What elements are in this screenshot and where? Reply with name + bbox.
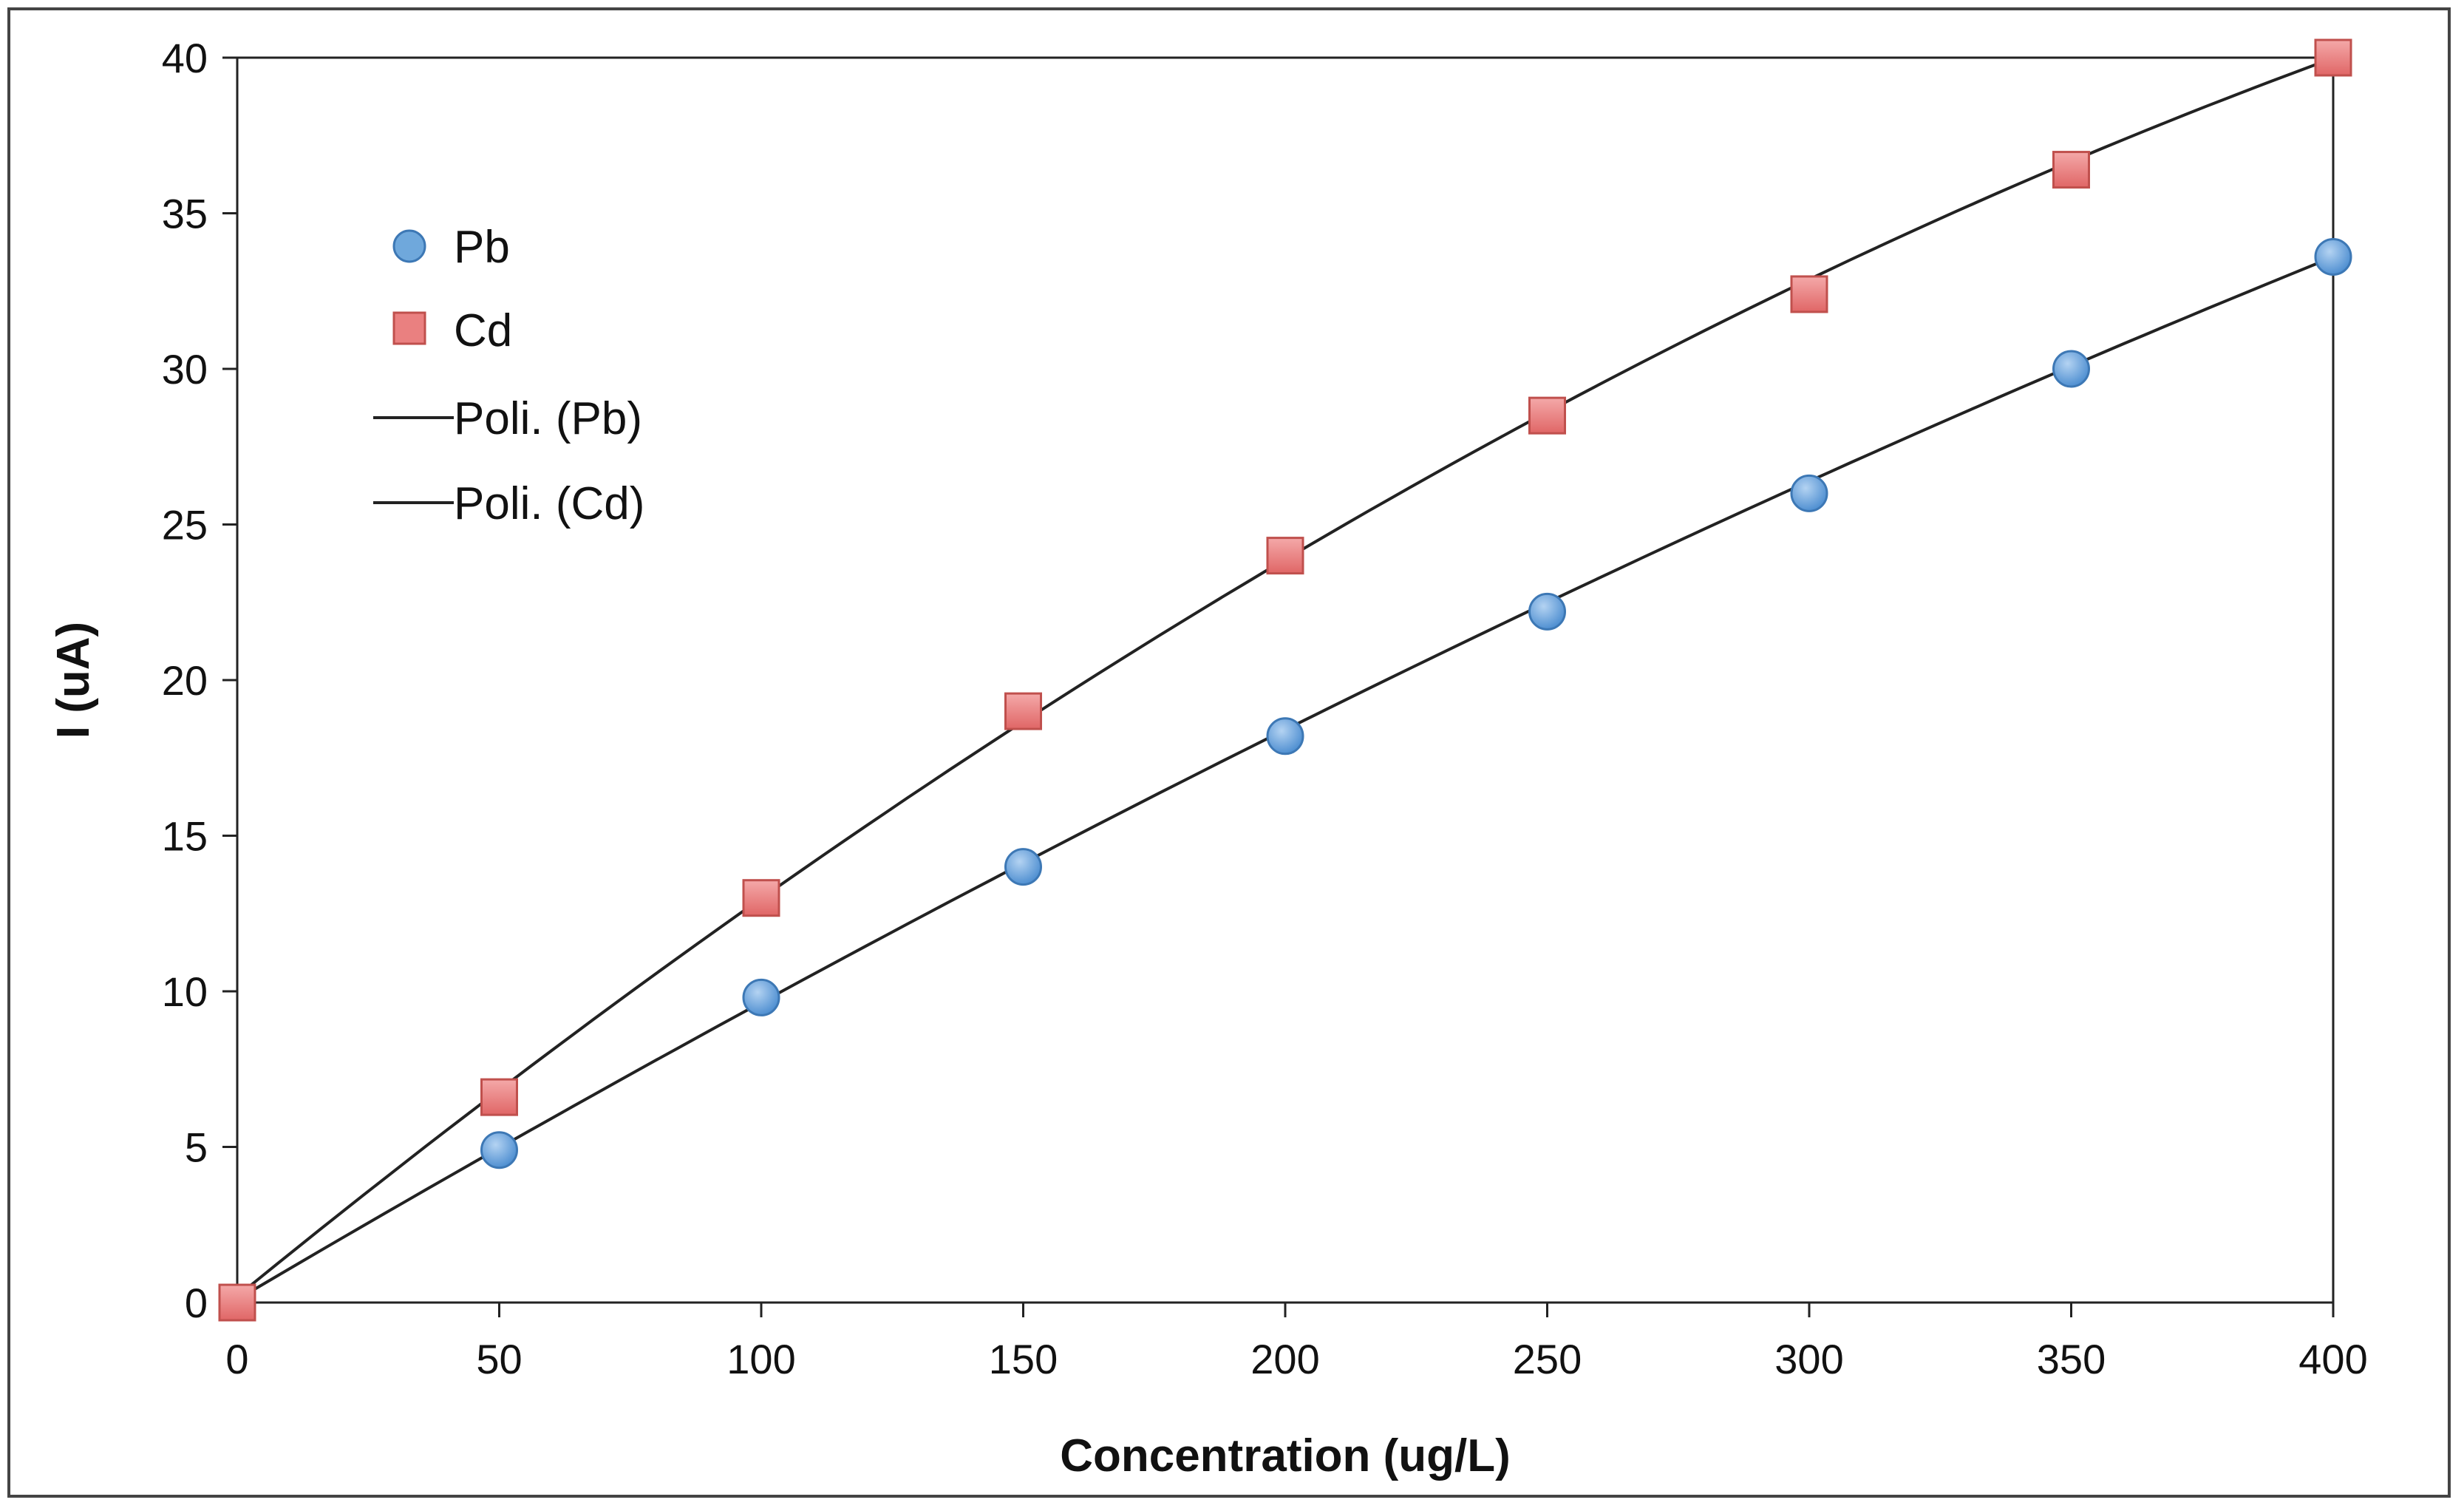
point-cd — [1266, 537, 1304, 575]
point-pb — [1266, 717, 1304, 756]
y-axis-title: I (uA) — [48, 622, 99, 738]
legend-pb-marker — [392, 229, 426, 263]
x-tick-label: 400 — [2298, 1336, 2367, 1382]
y-tick-label: 0 — [185, 1280, 208, 1326]
y-tick-label: 40 — [162, 35, 208, 81]
point-cd — [1004, 692, 1042, 730]
point-pb — [2314, 237, 2352, 276]
point-cd — [1790, 275, 1828, 313]
legend: Pb Cd Poli. (Pb) Poli. (Cd) — [373, 222, 644, 529]
point-cd — [218, 1283, 256, 1322]
point-pb — [1790, 474, 1828, 512]
point-pb — [2052, 350, 2090, 388]
x-tick-label: 150 — [989, 1336, 1058, 1382]
x-axis-title: Concentration (ug/L) — [1060, 1430, 1511, 1481]
x-tick-label: 200 — [1250, 1336, 1319, 1382]
y-tick-label: 5 — [185, 1124, 208, 1171]
legend-trend-cd-label: Poli. (Cd) — [454, 478, 644, 529]
data-points — [218, 38, 2352, 1322]
x-tick-label: 350 — [2037, 1336, 2106, 1382]
plot-area — [236, 56, 2335, 1304]
legend-cd-label: Cd — [454, 305, 512, 356]
y-tick-label: 20 — [162, 657, 208, 704]
point-pb — [742, 978, 780, 1016]
point-pb — [480, 1131, 518, 1169]
point-cd — [742, 879, 780, 917]
x-tick-label: 0 — [225, 1336, 248, 1382]
x-axis-ticks: 0 50 100 150 200 250 300 350 400 — [225, 1303, 2368, 1382]
y-tick-label: 10 — [162, 968, 208, 1015]
x-tick-label: 300 — [1774, 1336, 1843, 1382]
y-tick-label: 25 — [162, 502, 208, 549]
y-tick-label: 15 — [162, 813, 208, 860]
y-tick-label: 35 — [162, 191, 208, 237]
y-axis-ticks: 0 5 10 15 20 25 30 35 40 — [162, 35, 237, 1326]
x-tick-label: 250 — [1513, 1336, 1582, 1382]
legend-cd-marker — [392, 311, 426, 345]
y-tick-label: 30 — [162, 346, 208, 393]
point-cd — [480, 1078, 518, 1116]
point-cd — [1528, 396, 1566, 435]
legend-trend-pb-label: Poli. (Pb) — [454, 393, 642, 444]
point-pb — [1004, 848, 1042, 886]
x-tick-label: 50 — [476, 1336, 522, 1382]
point-cd — [2052, 151, 2090, 189]
point-cd — [2314, 38, 2352, 77]
point-pb — [1528, 592, 1566, 631]
x-tick-label: 100 — [726, 1336, 795, 1382]
legend-pb-label: Pb — [454, 222, 510, 273]
